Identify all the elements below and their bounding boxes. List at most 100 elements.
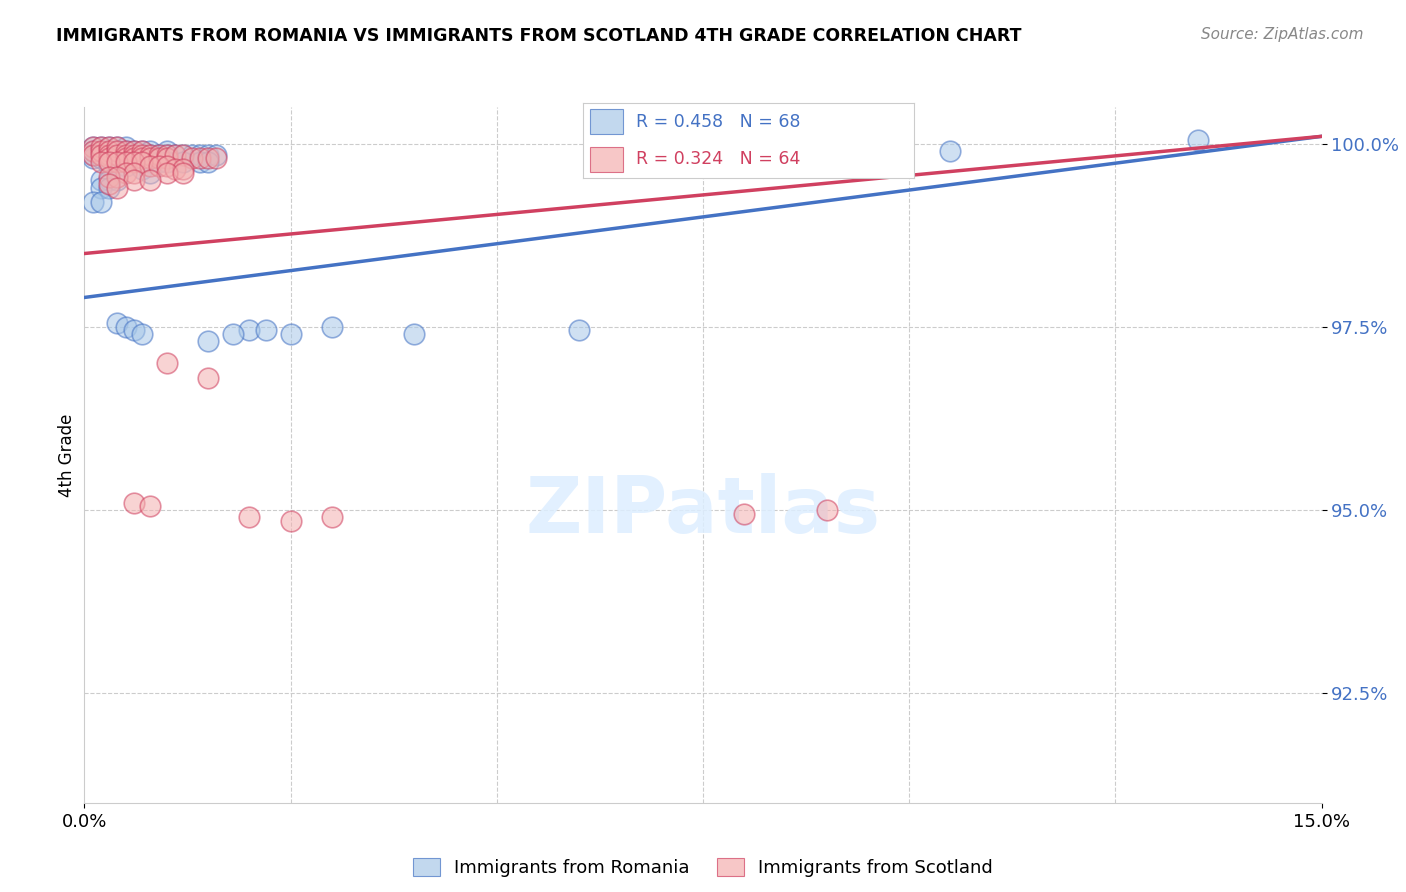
- Point: [172, 147, 194, 161]
- Point: [139, 155, 162, 169]
- Point: [82, 144, 104, 158]
- Point: [131, 147, 153, 161]
- Point: [90, 151, 112, 165]
- Point: [114, 147, 136, 161]
- Point: [98, 140, 121, 154]
- Point: [172, 166, 194, 180]
- Point: [172, 162, 194, 177]
- Point: [321, 510, 343, 524]
- Point: [197, 371, 219, 385]
- Point: [188, 155, 211, 169]
- Point: [131, 327, 153, 342]
- Point: [98, 151, 121, 165]
- Point: [280, 514, 302, 528]
- Text: ZIPatlas: ZIPatlas: [526, 473, 880, 549]
- Point: [156, 147, 179, 161]
- Point: [156, 159, 179, 173]
- Point: [90, 155, 112, 169]
- Point: [172, 155, 194, 169]
- Point: [114, 151, 136, 165]
- Point: [122, 323, 145, 337]
- Point: [139, 147, 162, 161]
- Point: [148, 147, 170, 161]
- Point: [188, 147, 211, 161]
- Point: [82, 151, 104, 165]
- Point: [122, 166, 145, 180]
- Point: [122, 495, 145, 509]
- Point: [82, 144, 104, 158]
- Point: [98, 151, 121, 165]
- Point: [939, 144, 962, 158]
- Point: [131, 155, 153, 169]
- Point: [139, 147, 162, 161]
- Point: [197, 155, 219, 169]
- Y-axis label: 4th Grade: 4th Grade: [58, 413, 76, 497]
- Point: [98, 144, 121, 158]
- Point: [1187, 133, 1209, 147]
- Point: [205, 151, 228, 165]
- Point: [139, 144, 162, 158]
- Point: [105, 169, 128, 184]
- Point: [114, 166, 136, 180]
- Point: [139, 173, 162, 187]
- Point: [254, 323, 277, 337]
- Point: [98, 147, 121, 161]
- Point: [105, 144, 128, 158]
- Point: [131, 147, 153, 161]
- Point: [90, 180, 112, 194]
- Point: [139, 151, 162, 165]
- Point: [139, 159, 162, 173]
- Point: [105, 155, 128, 169]
- Point: [733, 507, 755, 521]
- Point: [238, 323, 260, 337]
- Point: [114, 151, 136, 165]
- Point: [180, 147, 202, 161]
- Point: [98, 180, 121, 194]
- Point: [90, 144, 112, 158]
- Point: [156, 166, 179, 180]
- Point: [98, 140, 121, 154]
- FancyBboxPatch shape: [591, 146, 623, 172]
- Point: [114, 147, 136, 161]
- Point: [122, 173, 145, 187]
- Point: [98, 159, 121, 173]
- Point: [105, 144, 128, 158]
- Point: [188, 151, 211, 165]
- Point: [105, 147, 128, 161]
- Point: [82, 195, 104, 210]
- Point: [165, 162, 187, 177]
- Point: [165, 147, 187, 161]
- Point: [222, 327, 245, 342]
- Point: [156, 144, 179, 158]
- Point: [131, 151, 153, 165]
- Point: [90, 144, 112, 158]
- Point: [105, 180, 128, 194]
- Text: IMMIGRANTS FROM ROMANIA VS IMMIGRANTS FROM SCOTLAND 4TH GRADE CORRELATION CHART: IMMIGRANTS FROM ROMANIA VS IMMIGRANTS FR…: [56, 27, 1022, 45]
- Point: [122, 144, 145, 158]
- Point: [114, 155, 136, 169]
- Text: R = 0.324   N = 64: R = 0.324 N = 64: [637, 151, 801, 169]
- Point: [122, 144, 145, 158]
- Point: [114, 144, 136, 158]
- Point: [98, 177, 121, 191]
- Point: [105, 316, 128, 330]
- Point: [90, 140, 112, 154]
- Point: [148, 155, 170, 169]
- Point: [122, 151, 145, 165]
- Point: [82, 147, 104, 161]
- Point: [238, 510, 260, 524]
- Point: [131, 144, 153, 158]
- Point: [105, 147, 128, 161]
- Point: [131, 162, 153, 177]
- Point: [180, 151, 202, 165]
- Point: [131, 151, 153, 165]
- Point: [98, 155, 121, 169]
- Point: [148, 159, 170, 173]
- Point: [114, 159, 136, 173]
- Point: [165, 147, 187, 161]
- Point: [114, 140, 136, 154]
- Point: [98, 173, 121, 187]
- Point: [98, 144, 121, 158]
- Point: [105, 140, 128, 154]
- Point: [114, 144, 136, 158]
